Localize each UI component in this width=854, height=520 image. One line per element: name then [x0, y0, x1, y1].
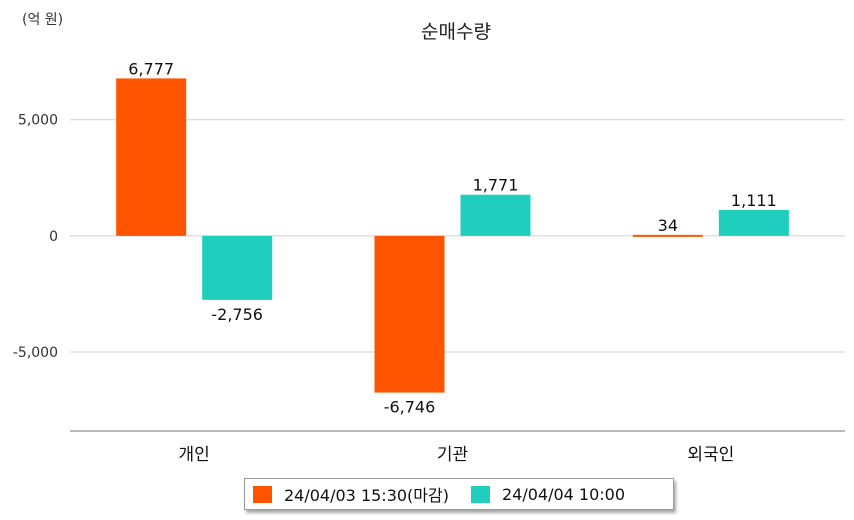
unit-label: (억 원) — [22, 12, 63, 28]
y-tick-label: -5,000 — [13, 345, 58, 361]
y-tick-label: 5,000 — [18, 113, 58, 129]
chart-title: 순매수량 — [421, 21, 491, 43]
y-tick-label: 0 — [49, 229, 58, 245]
bar — [202, 235, 273, 300]
bar — [116, 78, 187, 236]
net-purchase-chart: (억 원) 순매수량 5,000 0 -5,000 6,777 -2,756 -6,74… — [13, 12, 845, 465]
legend-label-series-2: 24/04/04 10:00 — [501, 484, 626, 504]
bars — [116, 78, 789, 393]
bar — [374, 235, 445, 393]
legend-label-series-1: 24/04/03 15:30(마감) — [284, 486, 449, 505]
legend-swatch-series-1 — [253, 485, 272, 503]
data-label: -6,746 — [384, 398, 436, 417]
category-label: 기관 — [437, 445, 468, 465]
legend-swatch-series-2 — [470, 485, 490, 503]
data-label: 1,771 — [473, 176, 519, 195]
bar — [632, 234, 703, 237]
data-label: 34 — [658, 216, 678, 235]
legend: 24/04/03 15:30(마감) 24/04/04 10:00 — [244, 478, 674, 510]
gridlines — [70, 119, 845, 353]
category-label: 외국인 — [687, 445, 734, 465]
y-axis: 5,000 0 -5,000 — [13, 113, 58, 361]
bar — [718, 210, 789, 236]
data-label: 1,111 — [731, 191, 777, 210]
data-label: -2,756 — [211, 305, 263, 324]
legend-item-series-1[interactable]: 24/04/03 15:30(마감) — [253, 482, 449, 506]
data-label: 6,777 — [128, 59, 174, 78]
bar — [460, 194, 531, 236]
legend-item-series-2[interactable]: 24/04/04 10:00 — [470, 484, 626, 504]
data-labels: 6,777 -2,756 -6,746 1,771 34 1,111 — [128, 59, 776, 416]
x-axis: 개인 기관 외국인 — [179, 445, 735, 465]
category-label: 개인 — [179, 445, 210, 465]
